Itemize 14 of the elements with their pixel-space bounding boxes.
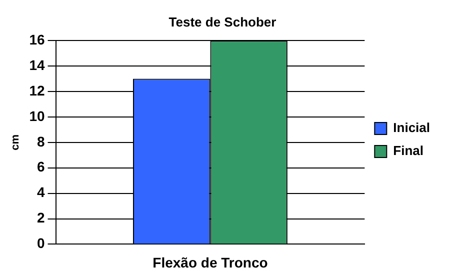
y-tick-label: 8 xyxy=(36,133,45,150)
y-tick-label: 10 xyxy=(29,108,45,124)
legend-label: Inicial xyxy=(393,120,430,136)
chart-title: Teste de Schober xyxy=(168,14,276,30)
y-tick-label: 6 xyxy=(36,158,45,175)
y-tick-label: 12 xyxy=(29,82,45,98)
legend-label: Final xyxy=(393,143,424,158)
y-tick-label: 2 xyxy=(36,210,45,226)
y-axis-title: cm xyxy=(10,134,22,150)
y-tick-label: 16 xyxy=(29,31,45,48)
x-tick-label: Flexão de Tronco xyxy=(152,254,268,270)
y-tick-label: 14 xyxy=(29,56,45,73)
y-tick-label: 4 xyxy=(36,184,45,200)
y-tick-label: 0 xyxy=(36,235,45,252)
